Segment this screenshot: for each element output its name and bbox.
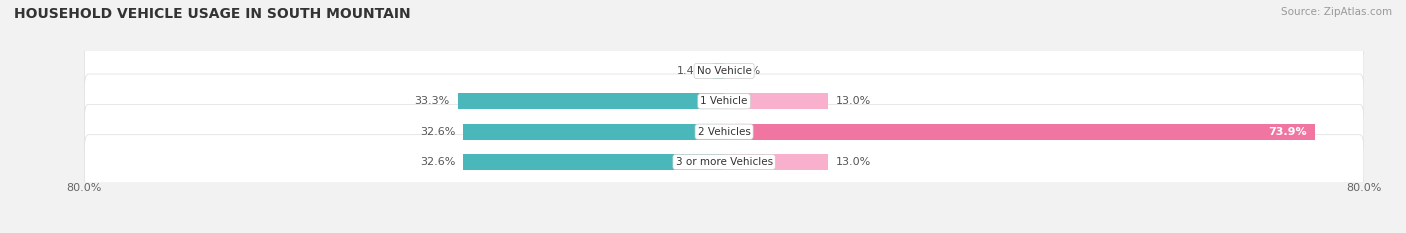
Text: 2 Vehicles: 2 Vehicles bbox=[697, 127, 751, 137]
Text: 33.3%: 33.3% bbox=[415, 96, 450, 106]
Text: 32.6%: 32.6% bbox=[420, 127, 456, 137]
Text: Source: ZipAtlas.com: Source: ZipAtlas.com bbox=[1281, 7, 1392, 17]
Text: 13.0%: 13.0% bbox=[837, 96, 872, 106]
Bar bbox=[713, 63, 724, 79]
Bar bbox=[464, 124, 724, 140]
Text: No Vehicle: No Vehicle bbox=[696, 66, 752, 76]
Text: 1 Vehicle: 1 Vehicle bbox=[700, 96, 748, 106]
Text: 32.6%: 32.6% bbox=[420, 157, 456, 167]
Text: 13.0%: 13.0% bbox=[837, 157, 872, 167]
FancyBboxPatch shape bbox=[84, 104, 1364, 159]
Text: HOUSEHOLD VEHICLE USAGE IN SOUTH MOUNTAIN: HOUSEHOLD VEHICLE USAGE IN SOUTH MOUNTAI… bbox=[14, 7, 411, 21]
FancyBboxPatch shape bbox=[84, 74, 1364, 129]
Text: 3 or more Vehicles: 3 or more Vehicles bbox=[675, 157, 773, 167]
Bar bbox=[458, 93, 724, 109]
Text: 73.9%: 73.9% bbox=[1268, 127, 1308, 137]
Text: 1.4%: 1.4% bbox=[676, 66, 704, 76]
Bar bbox=[724, 154, 828, 170]
Text: 0.0%: 0.0% bbox=[733, 66, 761, 76]
FancyBboxPatch shape bbox=[84, 135, 1364, 189]
FancyBboxPatch shape bbox=[84, 44, 1364, 98]
Bar bbox=[464, 154, 724, 170]
Bar bbox=[724, 124, 1315, 140]
Bar bbox=[724, 93, 828, 109]
